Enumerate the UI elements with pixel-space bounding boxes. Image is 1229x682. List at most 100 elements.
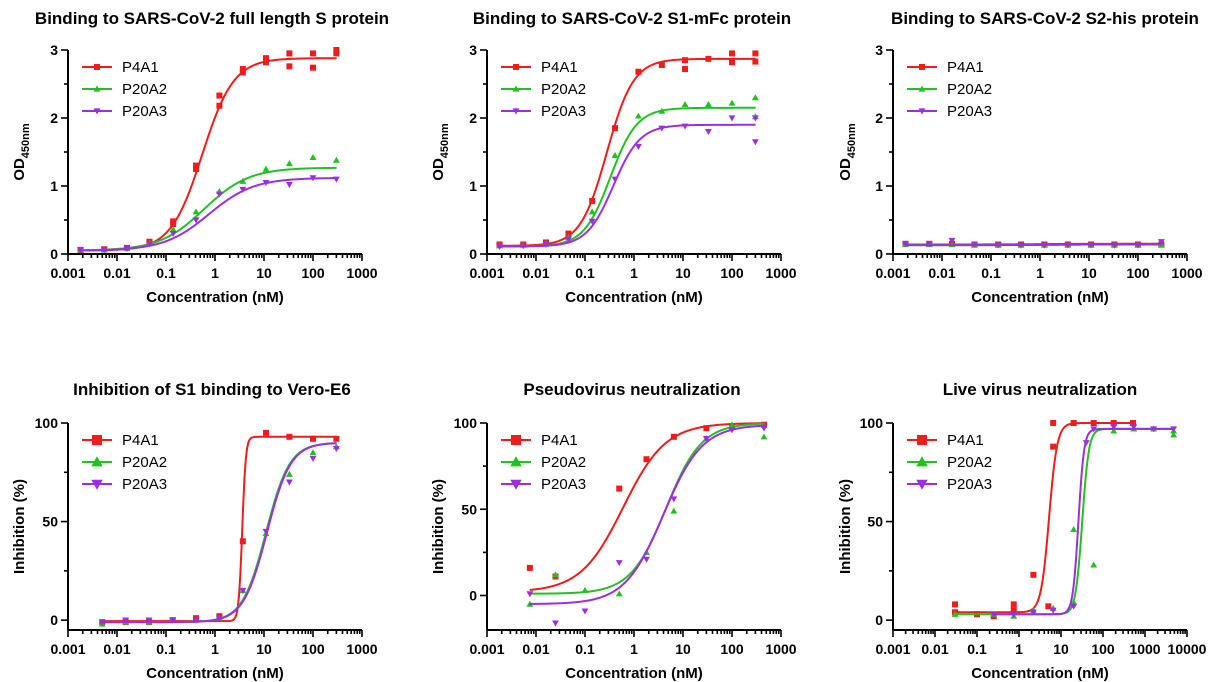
data-point-p20a3 — [702, 435, 710, 442]
x-tick-label: 10 — [675, 641, 691, 657]
x-tick-label: 0.1 — [156, 265, 176, 281]
data-point-p20a2 — [1070, 526, 1078, 533]
data-point-p4a1 — [565, 230, 572, 237]
data-point-p20a2 — [332, 156, 340, 163]
data-point-p20a2 — [704, 100, 712, 107]
data-point-p4a1 — [286, 433, 293, 440]
data-point-p20a3 — [1110, 242, 1118, 249]
x-tick-label: 100 — [1126, 265, 1150, 281]
legend-marker-p4a1 — [511, 435, 521, 445]
legend-label-p20a3: P20A3 — [122, 103, 167, 120]
data-point-p4a1 — [310, 50, 316, 57]
x-tick-label: 0.001 — [875, 641, 910, 657]
y-tick-label: 100 — [35, 415, 59, 431]
data-point-p20a3 — [1049, 607, 1057, 614]
y-tick-label: 50 — [461, 501, 477, 517]
x-tick-label: 1 — [1015, 641, 1023, 657]
data-point-p4a1 — [752, 58, 759, 65]
y-tick-label: 3 — [875, 42, 883, 58]
data-point-p20a3 — [542, 241, 550, 248]
legend-marker-p20a2 — [916, 456, 928, 467]
fit-curve-p20a2 — [529, 422, 765, 595]
y-tick-label: 100 — [454, 415, 478, 431]
data-point-p20a3 — [681, 123, 689, 130]
data-point-p20a3 — [1134, 242, 1142, 249]
data-point-p20a3 — [145, 617, 153, 624]
chart-title: Binding to SARS-CoV-2 S2-his protein — [891, 9, 1199, 28]
legend-label-p20a2: P20A2 — [541, 454, 586, 471]
data-point-p20a3 — [77, 247, 84, 254]
data-point-p20a3 — [519, 243, 527, 250]
x-tick-label: 0.01 — [921, 641, 948, 657]
y-tick-label: 50 — [867, 514, 883, 530]
x-tick-label: 100 — [301, 641, 325, 657]
x-tick-label: 0.01 — [103, 641, 130, 657]
data-point-p20a3 — [994, 242, 1002, 249]
data-point-p4a1 — [286, 50, 293, 57]
data-point-p20a2 — [728, 99, 736, 106]
x-tick-label: 1000 — [765, 641, 796, 657]
data-point-p20a3 — [262, 528, 270, 535]
data-point-p20a3 — [215, 191, 223, 198]
legend-marker-p20a3 — [91, 479, 103, 490]
legend-marker-p4a1 — [919, 64, 925, 70]
data-point-p20a3 — [565, 236, 572, 243]
data-point-p20a3 — [262, 180, 270, 187]
data-point-p20a3 — [1082, 440, 1090, 447]
legend-marker-p4a1 — [513, 64, 519, 70]
data-point-p4a1 — [705, 55, 712, 62]
data-point-p20a3 — [192, 617, 200, 624]
x-tick-label: 100 — [301, 265, 325, 281]
y-axis-title-main: Inhibition (%) — [11, 479, 28, 574]
data-point-p20a3 — [670, 496, 678, 503]
chart-title: Pseudovirus neutralization — [523, 380, 740, 399]
legend-label-p20a3: P20A3 — [541, 476, 586, 493]
fit-curve-p4a1 — [80, 57, 337, 252]
data-point-p20a2 — [581, 586, 589, 593]
data-point-p20a3 — [1029, 609, 1037, 616]
y-axis-title-subscript: 450nm — [439, 123, 451, 158]
data-point-p20a3 — [658, 125, 666, 132]
chart-panel-2: Binding to SARS-CoV-2 S1-mFc protein 0.00… — [430, 9, 797, 306]
data-point-p20a3 — [615, 560, 623, 567]
data-point-p20a3 — [552, 620, 559, 627]
y-tick-label: 3 — [469, 42, 477, 58]
legend-label-p20a3: P20A3 — [947, 476, 992, 493]
x-tick-label: 0.01 — [522, 641, 549, 657]
chart-title: Inhibition of S1 binding to Vero-E6 — [73, 380, 351, 399]
data-point-p4a1 — [1110, 420, 1117, 426]
data-point-p20a3 — [192, 217, 200, 224]
data-point-p4a1 — [589, 197, 596, 204]
data-point-p20a3 — [332, 446, 340, 453]
y-axis-title-subscript: 450nm — [846, 123, 858, 158]
data-point-p4a1 — [216, 102, 223, 109]
data-point-p4a1 — [170, 221, 177, 228]
data-point-p20a3 — [1150, 426, 1158, 433]
data-point-p4a1 — [1070, 420, 1077, 426]
y-axis-title-main: Inhibition (%) — [430, 479, 447, 574]
x-tick-label: 1 — [1036, 265, 1044, 281]
data-point-p4a1 — [729, 59, 735, 66]
data-point-p20a2 — [552, 571, 559, 578]
x-tick-label: 100 — [720, 265, 744, 281]
x-tick-label: 0.01 — [928, 265, 955, 281]
data-point-p4a1 — [333, 435, 340, 442]
data-point-p4a1 — [1045, 603, 1052, 610]
chart-panel-6: Live virus neutralization 0.001 0.01 0.1 1 10… — [837, 380, 1207, 682]
data-point-p4a1 — [239, 69, 246, 76]
x-axis-title: Concentration (nM) — [146, 665, 283, 682]
data-point-p20a3 — [704, 129, 712, 136]
y-tick-label: 0 — [469, 246, 477, 262]
data-point-p20a3 — [309, 455, 317, 462]
x-tick-label: 0.1 — [156, 641, 176, 657]
y-axis-title: OD450nm — [837, 123, 858, 181]
data-point-p20a3 — [971, 241, 978, 248]
y-tick-label: 1 — [50, 178, 58, 194]
data-point-p4a1 — [682, 66, 689, 73]
y-axis-title-subscript: 450nm — [20, 123, 32, 158]
data-point-p20a3 — [146, 241, 153, 248]
data-point-p4a1 — [729, 50, 735, 57]
x-tick-label: 1 — [630, 265, 638, 281]
legend-label-p4a1: P4A1 — [947, 432, 984, 449]
data-point-p20a3 — [100, 247, 108, 254]
